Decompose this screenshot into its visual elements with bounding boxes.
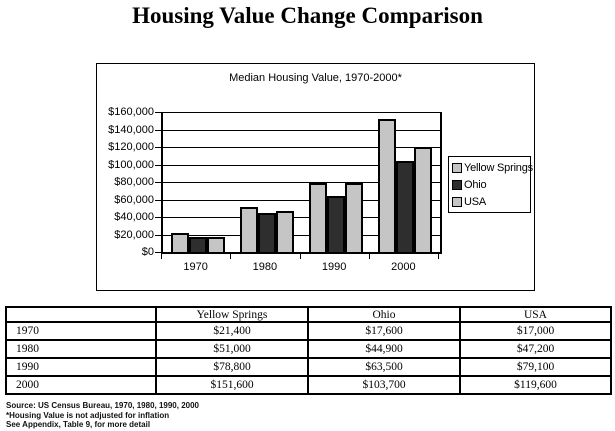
bar-yellow-springs-1990	[309, 183, 328, 252]
gridline	[163, 129, 440, 131]
legend-marker-ohio	[452, 179, 462, 190]
table-row: 1990 $78,800 $63,500 $79,100	[5, 357, 612, 377]
y-axis-label: $20,000	[114, 228, 154, 241]
chart-legend: Yellow Springs Ohio USA	[448, 156, 533, 213]
x-axis-label: 2000	[391, 261, 416, 273]
header-cell-yellow-springs: Yellow Springs	[155, 306, 309, 323]
value-cell: $79,100	[459, 357, 612, 377]
legend-item: Yellow Springs	[452, 161, 533, 174]
footnote-appendix: See Appendix, Table 9, for more detail	[6, 420, 151, 429]
bar-usa-1980	[275, 211, 294, 252]
y-axis-tick	[155, 164, 161, 166]
x-axis-tick	[161, 254, 162, 259]
bar-yellow-springs-1970	[170, 233, 189, 252]
gridline	[163, 217, 440, 218]
y-axis-label: $160,000	[108, 106, 154, 118]
x-axis-tick	[230, 254, 232, 259]
gridline	[163, 182, 440, 183]
table-row: 1980 $51,000 $44,900 $47,200	[5, 339, 612, 359]
y-axis-label: $140,000	[108, 123, 154, 136]
legend-item: USA	[452, 195, 530, 208]
value-cell: $21,400	[155, 321, 309, 341]
bar-ohio-2000	[396, 161, 415, 252]
footnotes: Source: US Census Bureau, 1970, 1980, 19…	[6, 401, 199, 430]
y-axis-tick	[155, 182, 161, 183]
y-axis-tick	[155, 112, 161, 113]
x-axis-tick	[299, 254, 301, 259]
value-cell: $17,000	[459, 321, 612, 341]
table-row: 1970 $21,400 $17,600 $17,000	[5, 321, 612, 341]
y-axis-tick	[155, 234, 161, 236]
row-label-2000: 2000	[5, 375, 157, 395]
row-label-1970: 1970	[5, 321, 157, 341]
bar-ohio-1990	[327, 196, 346, 252]
gridline	[163, 112, 440, 113]
y-axis-tick	[155, 147, 161, 148]
gridline	[163, 164, 440, 166]
legend-label: Ohio	[464, 178, 487, 191]
header-cell-blank	[5, 306, 157, 323]
footnote-source: Source: US Census Bureau, 1970, 1980, 19…	[6, 401, 199, 410]
y-axis-label: $40,000	[114, 211, 154, 223]
bar-yellow-springs-1980	[239, 207, 258, 252]
bar-usa-1990	[345, 183, 364, 252]
value-cell: $63,500	[307, 357, 461, 377]
y-axis-label: $100,000	[108, 158, 154, 171]
y-axis-tick	[155, 252, 161, 253]
x-axis-label: 1970	[183, 261, 208, 273]
header-cell-ohio: Ohio	[307, 306, 461, 323]
chart-frame: Median Housing Value, 1970-2000* Yellow …	[96, 63, 535, 291]
table-header-row: Yellow Springs Ohio USA	[5, 306, 612, 323]
y-axis-label: $0	[141, 246, 154, 258]
x-axis-tick	[438, 254, 439, 259]
y-axis-tick	[155, 199, 161, 201]
y-axis-label: $80,000	[114, 176, 154, 188]
value-cell: $44,900	[307, 339, 461, 359]
y-axis-label: $120,000	[108, 141, 154, 153]
page-title: Housing Value Change Comparison	[132, 3, 483, 28]
legend-label: USA	[464, 195, 487, 208]
row-label-1990: 1990	[5, 357, 157, 377]
y-axis-tick	[155, 129, 161, 131]
footnote-inflation: *Housing Value is not adjusted for infla…	[6, 410, 170, 420]
bar-ohio-1980	[257, 213, 276, 252]
value-cell: $151,600	[155, 375, 309, 395]
legend-item: Ohio	[452, 178, 530, 191]
legend-label: Yellow Springs	[464, 161, 533, 174]
value-cell: $47,200	[459, 339, 612, 359]
value-cell: $103,700	[307, 375, 461, 395]
value-cell: $78,800	[155, 357, 309, 377]
chart-title: Median Housing Value, 1970-2000*	[229, 72, 402, 84]
plot-area	[161, 112, 442, 254]
x-axis-label: 1980	[252, 261, 278, 273]
bar-usa-2000	[414, 147, 433, 252]
value-cell: $51,000	[155, 339, 309, 359]
bar-yellow-springs-2000	[378, 119, 397, 252]
bar-usa-1970	[206, 237, 225, 252]
legend-marker-yellow-springs	[452, 162, 462, 173]
header-cell-usa: USA	[459, 306, 612, 323]
row-label-1980: 1980	[5, 339, 157, 359]
bar-ohio-1970	[188, 237, 207, 252]
gridline	[163, 234, 440, 236]
y-axis-tick	[155, 217, 161, 218]
housing-value-table: Yellow Springs Ohio USA 1970 $21,400 $17…	[5, 306, 612, 395]
value-cell: $119,600	[459, 375, 612, 395]
x-axis-tick	[368, 254, 370, 259]
table-row: 2000 $151,600 $103,700 $119,600	[5, 375, 612, 395]
gridline	[163, 199, 440, 201]
value-cell: $17,600	[307, 321, 461, 341]
gridline	[163, 147, 440, 148]
x-axis-label: 1990	[321, 261, 347, 273]
y-axis-label: $60,000	[114, 193, 154, 206]
legend-marker-usa	[452, 196, 462, 207]
